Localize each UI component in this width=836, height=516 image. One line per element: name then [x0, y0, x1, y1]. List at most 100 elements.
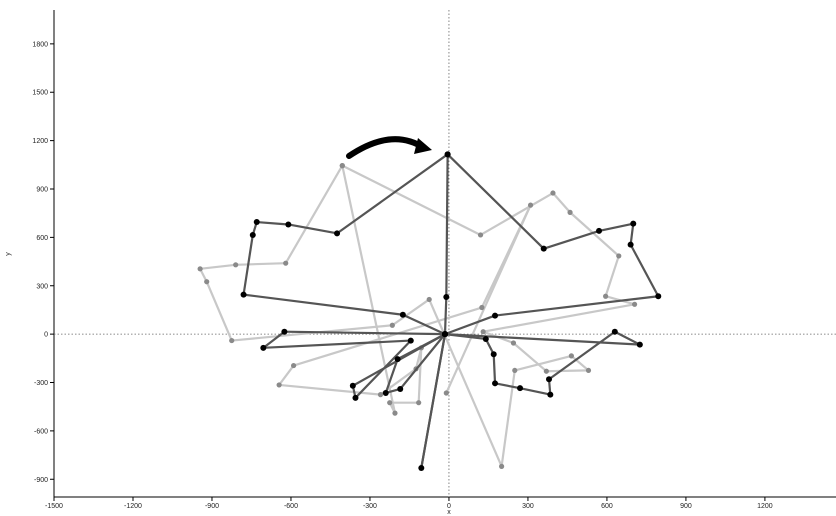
x-tick-label: -900 [205, 503, 219, 510]
rotation-arrowhead-icon [414, 138, 432, 154]
rotated-shape-point [636, 341, 643, 348]
rotated-shape-segment [399, 333, 447, 391]
x-tick-label: 0 [447, 503, 451, 510]
original-shape-point [477, 232, 484, 238]
rotated-shape-segment [493, 295, 660, 317]
original-shape-point [479, 304, 485, 311]
x-tick-label: -1200 [124, 503, 142, 510]
original-shape-point [416, 400, 422, 406]
rotated-shape-point [443, 294, 450, 301]
rotated-shape-segment [597, 222, 635, 233]
rotated-shape-point [240, 291, 247, 298]
original-shape-segment [199, 263, 237, 270]
rotated-shape-point [630, 220, 637, 227]
original-shape-segment [341, 164, 397, 415]
rotated-shape-point [596, 227, 603, 234]
original-shape-point [377, 392, 384, 398]
original-shape-segment [513, 354, 573, 372]
original-shape-segment [512, 341, 548, 373]
rotated-shape-point [517, 385, 524, 392]
original-shape-point [339, 163, 345, 169]
y-tick-label: 900 [36, 186, 48, 193]
original-shape-segment [445, 204, 532, 395]
rotation-arrow-icon [346, 136, 427, 159]
original-shape-segment [234, 262, 287, 266]
rotated-shape-segment [242, 293, 404, 316]
original-shape-point [616, 253, 622, 259]
original-shape-segment [205, 280, 233, 342]
x-tick-label: 600 [601, 503, 613, 510]
rotated-shape-segment [443, 333, 641, 346]
original-shape-segment [428, 298, 503, 468]
rotated-shape-segment [287, 223, 339, 235]
original-shape-segment [278, 383, 382, 396]
x-tick-label: 1200 [757, 503, 773, 510]
original-shape-point [603, 293, 609, 299]
original-shape-point [543, 368, 549, 374]
rotated-shape-point [352, 394, 359, 401]
series-original-group [197, 163, 638, 469]
rotated-shape-point [611, 328, 618, 335]
x-tick-label: -300 [363, 503, 377, 510]
rotated-shape-point [546, 376, 553, 383]
original-shape-segment [414, 346, 423, 370]
rotated-shape-point [482, 335, 489, 342]
y-tick-label: 1500 [32, 90, 48, 97]
original-shape-point [197, 266, 203, 272]
rotated-shape-point [281, 328, 288, 335]
rotated-shape-point [407, 337, 414, 344]
original-shape-segment [482, 303, 636, 333]
rotated-shape-point [418, 464, 425, 471]
rotated-shape-segment [396, 333, 447, 361]
rotated-shape-segment [384, 358, 399, 395]
rotated-shape-point [444, 151, 451, 158]
original-shape-point [567, 209, 573, 215]
rotated-shape-segment [518, 387, 552, 396]
rotated-shape-segment [613, 330, 641, 346]
original-shape-point [499, 463, 505, 469]
original-shape-point [233, 262, 239, 268]
original-shape-point [585, 367, 592, 374]
rotated-shape-segment [255, 220, 290, 226]
x-axis-title: x [447, 509, 451, 516]
rotated-shape-segment [492, 353, 497, 385]
rotated-shape-segment [443, 295, 448, 336]
original-shape-point [568, 353, 574, 359]
original-shape-segment [551, 191, 572, 214]
rotated-shape-segment [420, 333, 447, 470]
rotated-shape-segment [446, 153, 545, 250]
rotated-shape-point [540, 245, 547, 252]
rotated-shape-segment [262, 339, 412, 349]
original-shape-point [291, 362, 297, 369]
rotated-shape-point [334, 230, 341, 237]
rotated-shape-point [349, 382, 356, 389]
original-shape-point [276, 382, 282, 388]
x-tick-label: -1500 [45, 503, 63, 510]
rotated-shape-segment [542, 229, 601, 250]
rotated-shape-segment [547, 330, 616, 381]
original-shape-point [631, 301, 638, 307]
rotated-shape-point [547, 391, 554, 398]
rotated-shape-segment [335, 153, 449, 235]
original-shape-point [204, 279, 210, 285]
y-tick-label: 600 [36, 235, 48, 242]
rotated-shape-point [260, 344, 267, 351]
original-shape-point [387, 400, 393, 406]
rotated-shape-segment [629, 243, 660, 298]
y-tick-label: -900 [34, 477, 48, 484]
rotated-shape-point [249, 231, 256, 238]
rotated-shape-segment [443, 314, 497, 336]
rotated-shape-segment [262, 330, 286, 349]
original-shape-point [426, 296, 432, 303]
rotated-shape-segment [493, 382, 522, 390]
y-tick-label: -600 [34, 428, 48, 435]
original-shape-point [229, 337, 235, 344]
rotated-shape-segment [629, 222, 635, 246]
rotated-shape-point [253, 219, 260, 226]
original-shape-segment [479, 191, 555, 237]
original-shape-point [392, 410, 398, 416]
rotated-shape-segment [401, 313, 447, 336]
original-shape-segment [417, 346, 423, 404]
series-rotated-group [240, 151, 662, 471]
